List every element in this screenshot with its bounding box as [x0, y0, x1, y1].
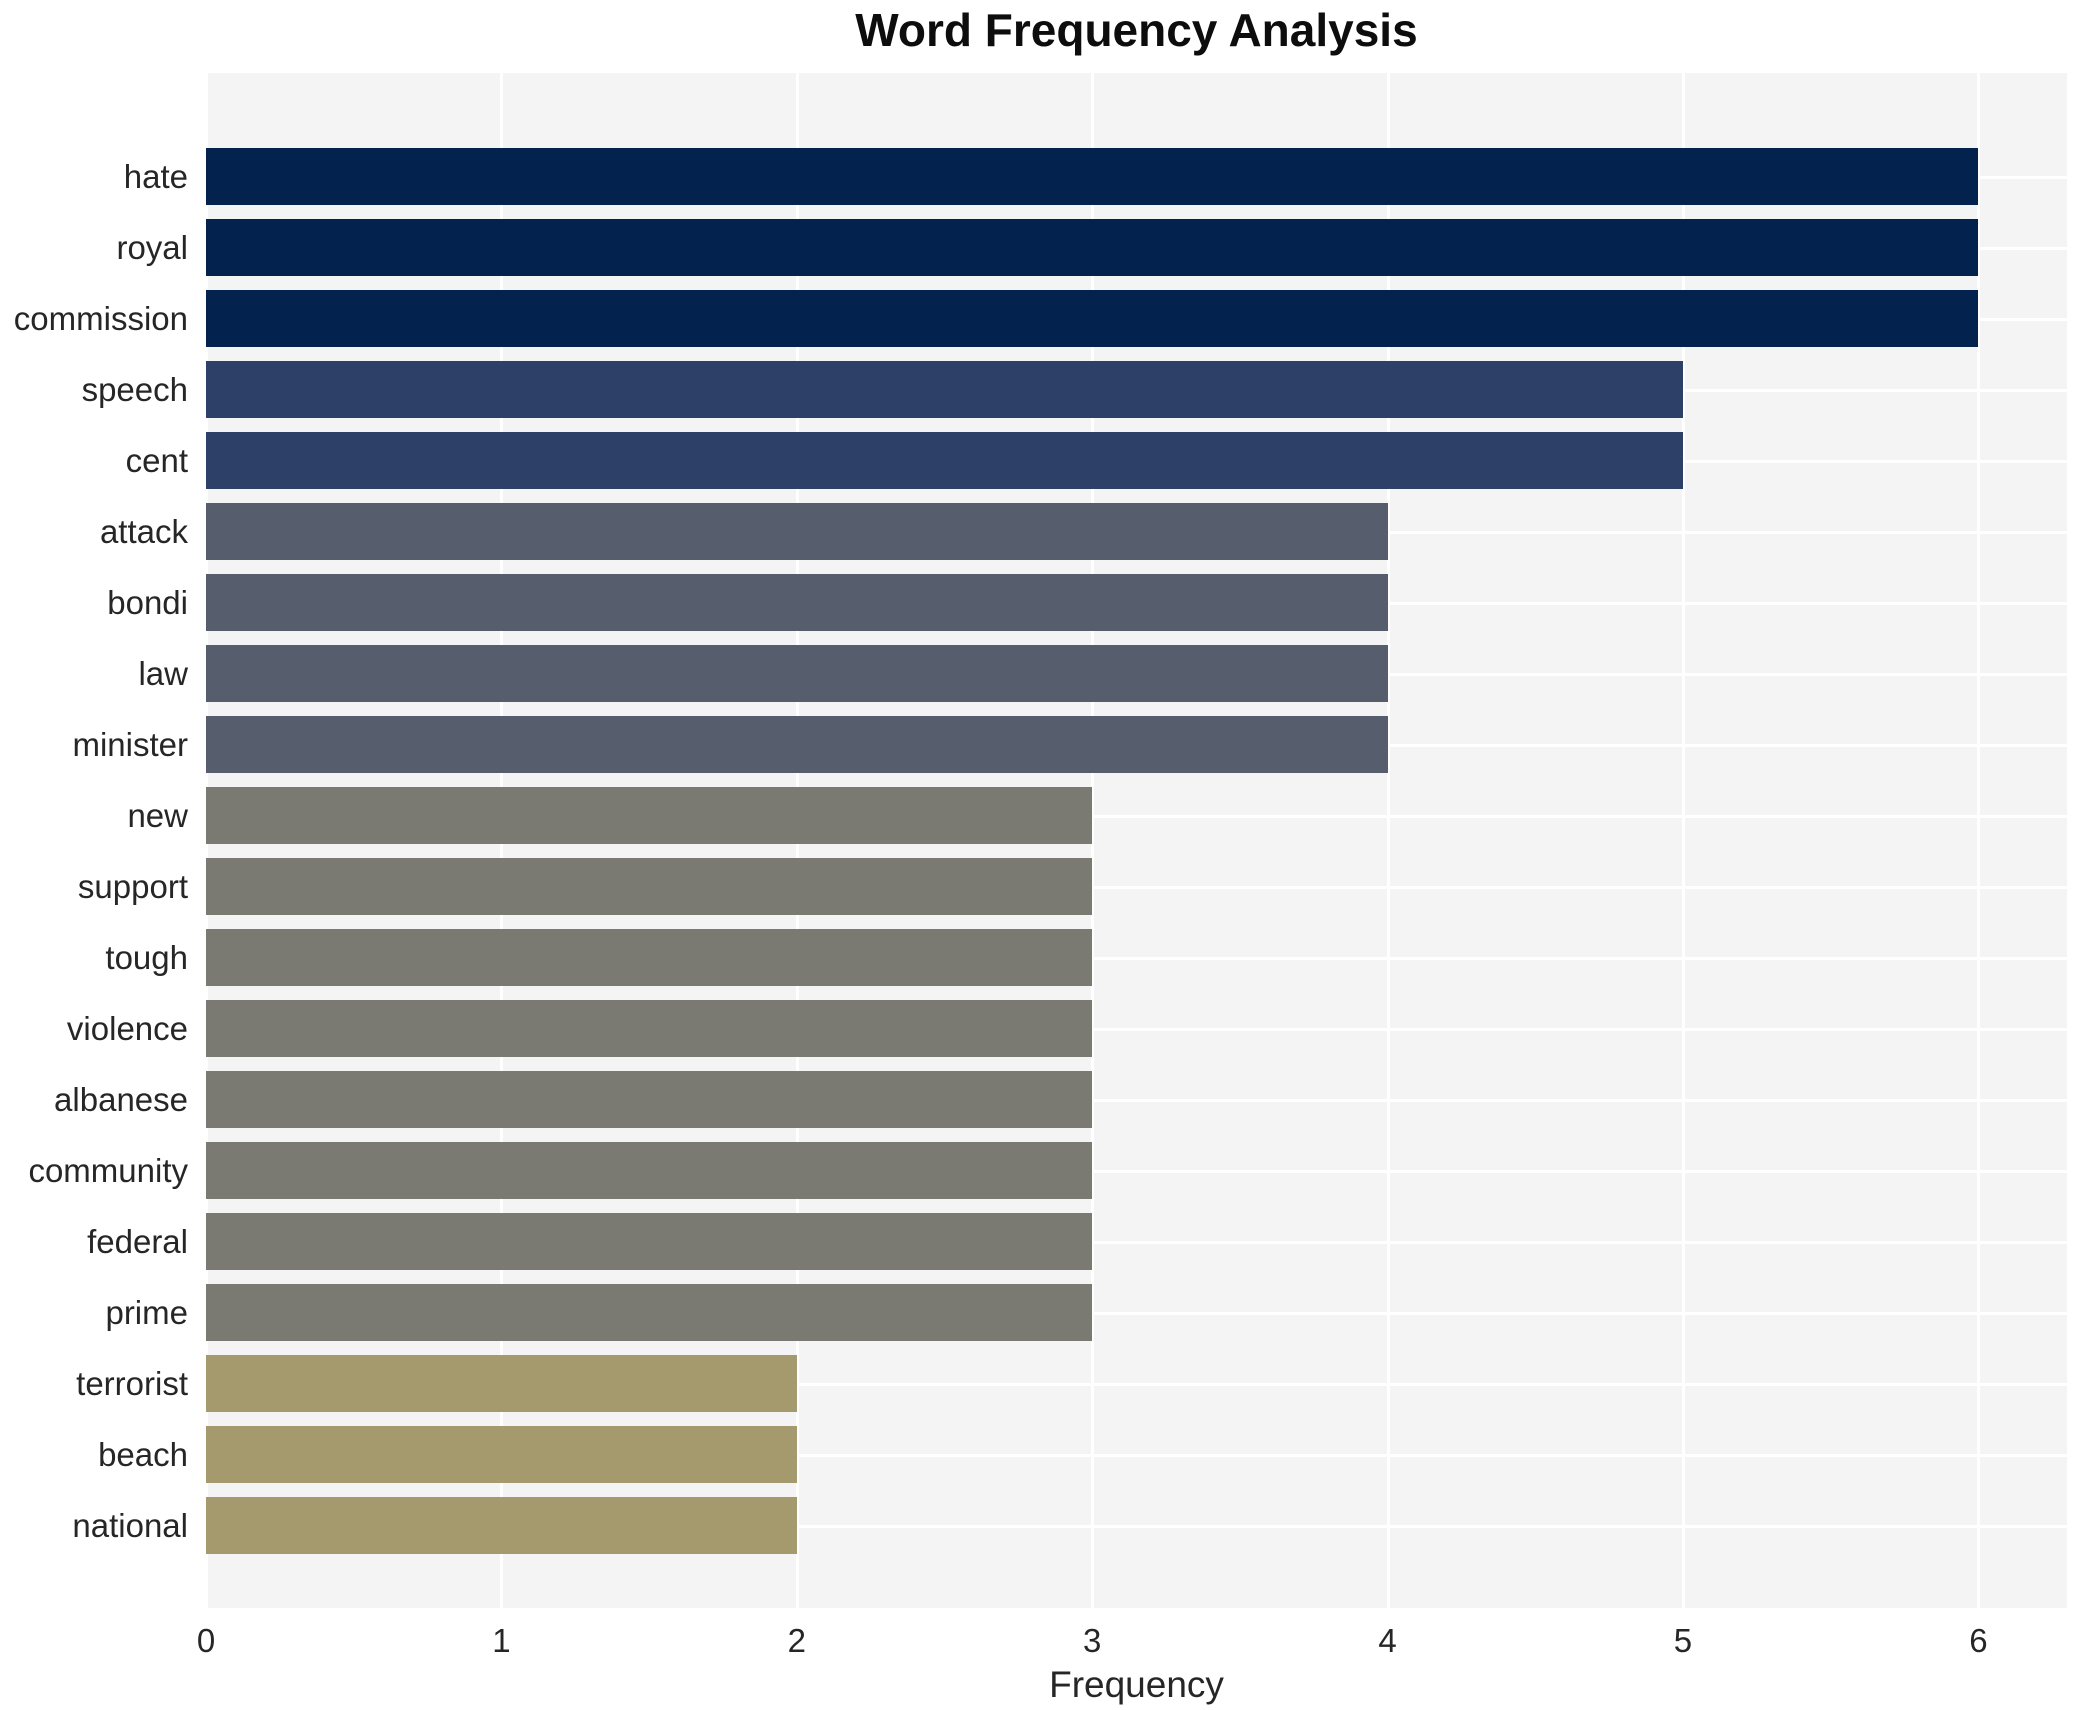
x-tick-label: 0 [196, 1622, 216, 1659]
bar-minister [206, 716, 1388, 773]
bar-federal [206, 1213, 1092, 1270]
gridline-vertical [1682, 73, 1685, 1608]
y-tick-label: beach [98, 1436, 188, 1473]
y-tick-label: minister [72, 726, 188, 763]
y-tick-label: violence [66, 1010, 188, 1047]
chart-title: Word Frequency Analysis [855, 4, 1418, 56]
bar-national [206, 1497, 797, 1554]
gridline-vertical [1091, 73, 1094, 1608]
bar-bondi [206, 574, 1388, 631]
bar-commission [206, 290, 1978, 347]
bar-speech [206, 361, 1683, 418]
bar-community [206, 1142, 1092, 1199]
y-tick-label: tough [105, 939, 188, 976]
y-tick-label: bondi [107, 584, 188, 621]
gridline-horizontal [206, 1241, 2067, 1244]
gridline-horizontal [206, 1028, 2067, 1031]
x-tick-label: 3 [1083, 1622, 1102, 1659]
bar-support [206, 858, 1092, 915]
bar-terrorist [206, 1355, 797, 1412]
x-tick-label: 2 [787, 1622, 806, 1659]
y-tick-label: speech [81, 371, 188, 408]
bar-new [206, 787, 1092, 844]
y-tick-label: albanese [54, 1081, 188, 1118]
gridline-horizontal [206, 1312, 2067, 1315]
gridline-vertical [1977, 73, 1980, 1608]
bar-violence [206, 1000, 1092, 1057]
bar-cent [206, 432, 1683, 489]
y-tick-label: royal [116, 229, 188, 266]
y-tick-label: support [77, 868, 188, 905]
gridline-horizontal [206, 1525, 2067, 1528]
bar-beach [206, 1426, 797, 1483]
gridline-horizontal [206, 1383, 2067, 1386]
y-tick-label: new [127, 797, 188, 834]
gridline-horizontal [206, 886, 2067, 889]
y-tick-label: prime [105, 1294, 188, 1331]
y-tick-label: federal [87, 1223, 188, 1260]
x-tick-label: 5 [1673, 1622, 1693, 1659]
gridline-horizontal [206, 1099, 2067, 1102]
x-tick-label: 4 [1378, 1622, 1397, 1659]
y-tick-label: cent [125, 442, 188, 479]
bar-tough [206, 929, 1092, 986]
bar-albanese [206, 1071, 1092, 1128]
y-tick-label: law [138, 655, 188, 692]
bar-attack [206, 503, 1388, 560]
bar-hate [206, 148, 1978, 205]
y-tick-label: community [28, 1152, 188, 1189]
bar-law [206, 645, 1388, 702]
bar-royal [206, 219, 1978, 276]
plot-area [205, 73, 2067, 1608]
x-tick-label: 1 [492, 1622, 511, 1659]
bar-prime [206, 1284, 1092, 1341]
y-tick-label: terrorist [76, 1365, 188, 1402]
gridline-horizontal [206, 957, 2067, 960]
y-tick-label: attack [99, 513, 188, 550]
gridline-horizontal [206, 1454, 2067, 1457]
y-tick-label: commission [13, 300, 188, 337]
y-tick-label: hate [123, 158, 188, 195]
gridline-horizontal [206, 1170, 2067, 1173]
gridline-horizontal [206, 815, 2067, 818]
y-tick-label: national [72, 1507, 188, 1544]
gridline-vertical [1387, 73, 1390, 1608]
x-axis-label: Frequency [1049, 1664, 1224, 1705]
x-tick-label: 6 [1969, 1622, 1988, 1659]
